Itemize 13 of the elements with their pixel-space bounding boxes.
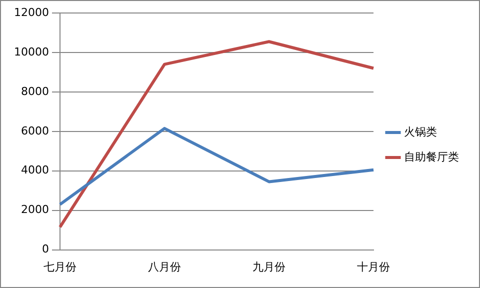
y-tick-label: 8000 <box>20 84 49 98</box>
x-tick-label: 九月份 <box>252 260 286 274</box>
y-tick-label: 2000 <box>20 203 49 216</box>
y-tick-label: 4000 <box>20 164 49 177</box>
legend-label: 自助餐厅类 <box>404 150 459 164</box>
y-tick-label: 12000 <box>14 6 49 19</box>
y-tick-label: 0 <box>42 242 49 256</box>
y-tick-label: 6000 <box>20 124 49 138</box>
x-tick-label: 八月份 <box>148 260 181 274</box>
x-tick-label: 十月份 <box>357 260 390 274</box>
y-tick-label: 10000 <box>14 45 49 58</box>
legend-label: 火锅类 <box>404 125 437 138</box>
x-tick-label: 七月份 <box>43 260 76 274</box>
